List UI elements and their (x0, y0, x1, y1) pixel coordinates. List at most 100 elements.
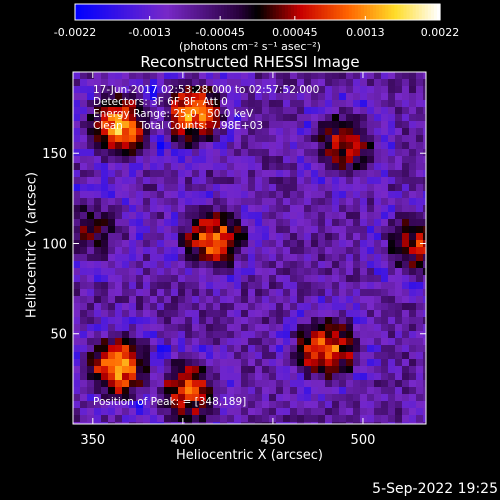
heatmap-cell (332, 93, 339, 100)
heatmap-cell (171, 198, 178, 205)
heatmap-cell (129, 380, 136, 387)
heatmap-cell (325, 324, 332, 331)
heatmap-cell (73, 380, 80, 387)
heatmap-cell (304, 205, 311, 212)
heatmap-cell (353, 387, 360, 394)
heatmap-cell (374, 422, 381, 424)
heatmap-cell (150, 331, 157, 338)
heatmap-cell (101, 338, 108, 345)
heatmap-cell (80, 86, 87, 93)
heatmap-cell (178, 303, 185, 310)
heatmap-cell (94, 156, 101, 163)
heatmap-cell (199, 261, 206, 268)
heatmap-cell (178, 422, 185, 424)
heatmap-cell (171, 268, 178, 275)
heatmap-cell (94, 128, 101, 135)
heatmap-cell (416, 282, 423, 289)
heatmap-cell (402, 72, 409, 79)
heatmap-cell (234, 107, 241, 114)
heatmap-cell (269, 184, 276, 191)
heatmap-cell (402, 247, 409, 254)
heatmap-cell (101, 415, 108, 422)
heatmap-cell (332, 254, 339, 261)
heatmap-cell (185, 128, 192, 135)
heatmap-cell (129, 268, 136, 275)
heatmap-cell (423, 317, 426, 324)
heatmap-cell (199, 324, 206, 331)
heatmap-cell (332, 345, 339, 352)
heatmap-cell (388, 114, 395, 121)
heatmap-cell (360, 380, 367, 387)
heatmap-cell (409, 93, 416, 100)
heatmap-cell (227, 289, 234, 296)
heatmap-cell (206, 198, 213, 205)
heatmap-cell (157, 415, 164, 422)
heatmap-cell (248, 394, 255, 401)
heatmap-cell (395, 149, 402, 156)
heatmap-cell (185, 317, 192, 324)
heatmap-cell (206, 387, 213, 394)
heatmap-cell (262, 191, 269, 198)
heatmap-cell (171, 226, 178, 233)
heatmap-cell (150, 184, 157, 191)
heatmap-cell (325, 93, 332, 100)
heatmap-cell (185, 303, 192, 310)
heatmap-cell (339, 191, 346, 198)
heatmap-cell (297, 261, 304, 268)
heatmap-cell (157, 233, 164, 240)
heatmap-cell (73, 184, 80, 191)
heatmap-cell (283, 324, 290, 331)
heatmap-cell (381, 331, 388, 338)
heatmap-cell (87, 415, 94, 422)
heatmap-cell (171, 394, 178, 401)
heatmap-cell (353, 240, 360, 247)
heatmap-cell (129, 317, 136, 324)
heatmap-cell (171, 233, 178, 240)
heatmap-cell (311, 198, 318, 205)
heatmap-cell (367, 93, 374, 100)
heatmap-cell (360, 394, 367, 401)
heatmap-cell (248, 331, 255, 338)
heatmap-cell (94, 205, 101, 212)
heatmap-cell (171, 121, 178, 128)
heatmap-cell (129, 415, 136, 422)
heatmap-cell (276, 163, 283, 170)
heatmap-cell (178, 338, 185, 345)
heatmap-cell (402, 191, 409, 198)
heatmap-cell (101, 135, 108, 142)
heatmap-cell (353, 156, 360, 163)
heatmap-cell (388, 107, 395, 114)
heatmap-cell (353, 233, 360, 240)
heatmap-cell (213, 233, 220, 240)
heatmap-cell (101, 366, 108, 373)
heatmap-cell (227, 366, 234, 373)
heatmap-cell (206, 408, 213, 415)
heatmap-cell (290, 359, 297, 366)
heatmap-cell (129, 156, 136, 163)
heatmap-cell (367, 282, 374, 289)
heatmap-cell (360, 107, 367, 114)
heatmap-cell (122, 191, 129, 198)
heatmap-cell (311, 268, 318, 275)
heatmap-cell (367, 198, 374, 205)
heatmap-cell (262, 373, 269, 380)
heatmap-cell (402, 387, 409, 394)
heatmap-cell (108, 93, 115, 100)
heatmap-cell (416, 422, 423, 424)
heatmap-cell (276, 415, 283, 422)
heatmap-cell (185, 79, 192, 86)
heatmap-cell (346, 128, 353, 135)
heatmap-cell (388, 142, 395, 149)
heatmap-cell (122, 387, 129, 394)
heatmap-cell (360, 345, 367, 352)
heatmap-cell (290, 233, 297, 240)
heatmap-cell (206, 394, 213, 401)
heatmap-cell (388, 422, 395, 424)
heatmap-cell (206, 247, 213, 254)
heatmap-cell (129, 184, 136, 191)
heatmap-cell (395, 100, 402, 107)
heatmap-cell (283, 184, 290, 191)
heatmap-cell (353, 100, 360, 107)
heatmap-cell (199, 422, 206, 424)
heatmap-cell (73, 142, 80, 149)
